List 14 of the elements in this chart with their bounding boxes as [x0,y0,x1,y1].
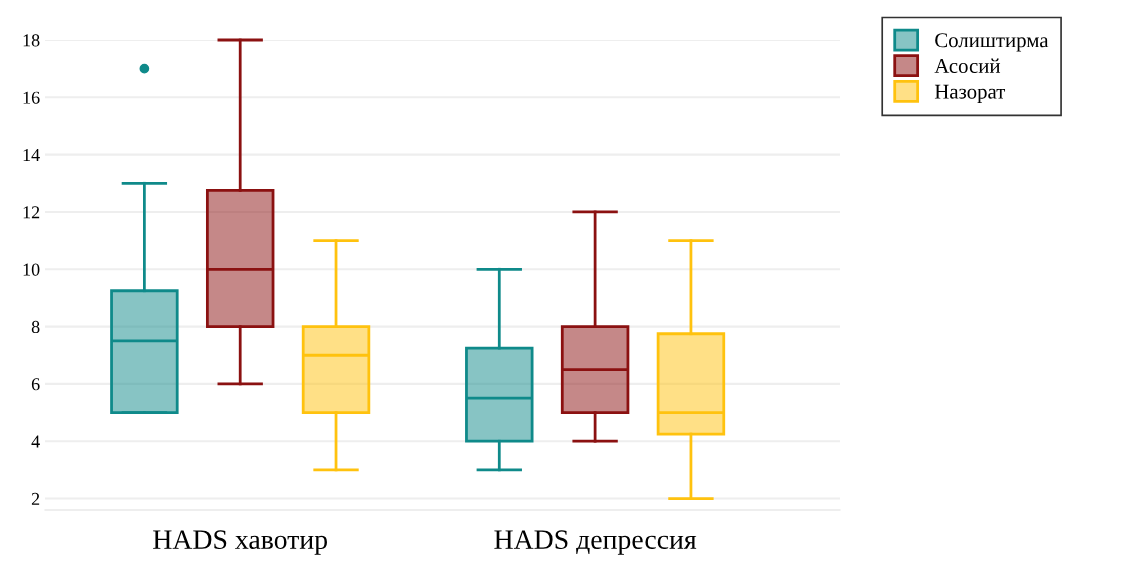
y-tick-label: 2 [31,492,40,505]
y-tick-label: 18 [23,34,40,47]
y-tick-label: 6 [31,378,40,391]
y-tick-label: 10 [23,263,40,276]
y-tick-label: 12 [23,206,40,219]
y-tick-label: 14 [23,148,40,161]
y-tick-label: 4 [31,435,40,448]
legend-label: Солиштирма [935,33,1049,52]
x-tick-label: HADS депрессия [494,530,697,555]
legend-label: Назорат [934,84,1006,103]
x-tick-label: HADS хавотир [153,530,327,555]
y-tick-label: 8 [31,320,40,334]
y-tick-label: 16 [23,91,40,104]
legend-label: Асосий [934,58,1001,73]
